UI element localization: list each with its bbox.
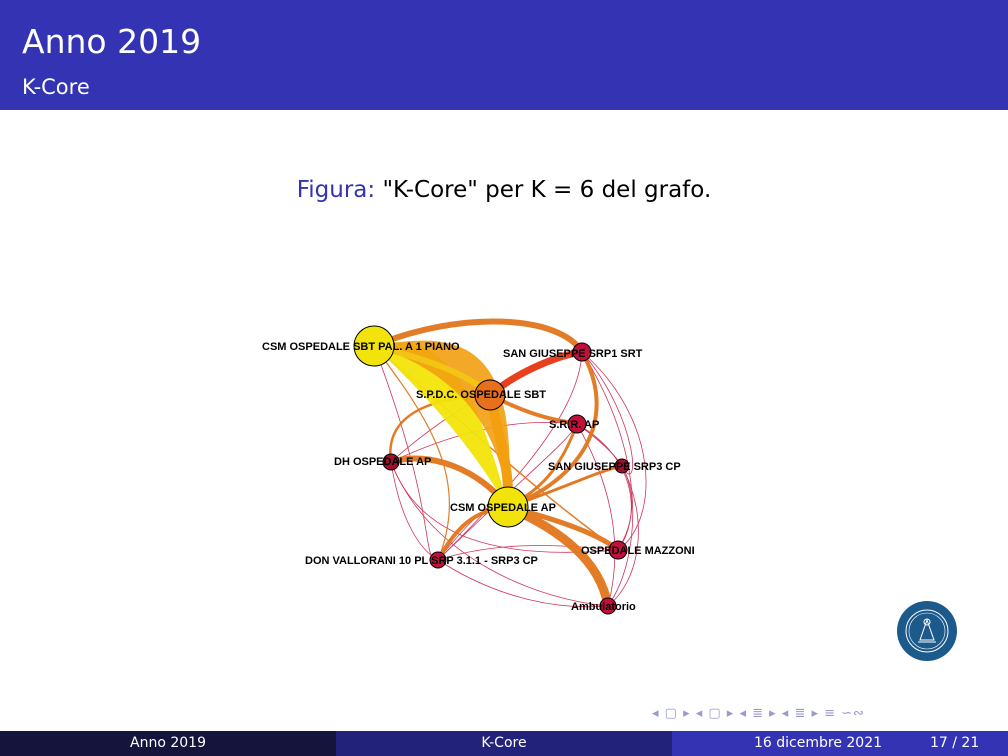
node-label-srr: S.R.R. AP: [549, 419, 599, 431]
node-label-spdc: S.P.D.C. OSPEDALE SBT: [416, 389, 546, 401]
node-label-dh: DH OSPEDALE AP: [334, 456, 431, 468]
node-srr: [567, 414, 587, 434]
footer-date: 16 dicembre 2021: [754, 735, 883, 751]
graph-labels: CSM OSPEDALE SBT PAL. A 1 PIANO SAN GIUS…: [262, 341, 695, 613]
slide-footer: Anno 2019 K-Core 16 dicembre 2021 17 / 2…: [0, 731, 1008, 756]
beamer-navigation[interactable]: ◂ ▢ ▸ ◂ ▢ ▸ ◂ ≣ ▸ ◂ ≣ ▸ ≡ ∽∾: [652, 706, 865, 721]
node-label-san-giuseppe-srp3: SAN GIUSEPPE SRP3 CP: [548, 461, 681, 473]
footer-section-title: Anno 2019: [0, 731, 336, 756]
slide-header: Anno 2019 K-Core: [0, 0, 1008, 110]
node-label-ambulatorio: Ambulatorio: [571, 601, 636, 613]
node-ambulatorio: [599, 597, 617, 615]
university-seal-logo: [897, 601, 957, 661]
node-label-don-vallorani: DON VALLORANI 10 PL SRP 3.1.1 - SRP3 CP: [305, 555, 538, 567]
figure-caption: Figura: "K-Core" per K = 6 del grafo.: [0, 174, 1008, 206]
node-san-giuseppe-srp1: [572, 342, 592, 362]
figure-caption-label: Figura:: [296, 177, 376, 203]
node-don-vallorani: [429, 551, 447, 569]
node-label-csm-ap: CSM OSPEDALE AP: [450, 502, 556, 514]
node-spdc: [474, 379, 506, 411]
figure-caption-text: "K-Core" per K = 6 del grafo.: [382, 177, 712, 203]
node-csm-ap: [487, 486, 529, 528]
node-dh: [382, 453, 400, 471]
node-label-san-giuseppe-srp1: SAN GIUSEPPE SRP1 SRT: [503, 348, 643, 360]
slide-title: Anno 2019: [22, 22, 202, 61]
node-csm-sbt: [353, 325, 395, 367]
slide-subtitle: K-Core: [22, 75, 90, 99]
footer-info: 16 dicembre 2021 17 / 21: [672, 731, 1008, 756]
graph-nodes: [353, 325, 630, 615]
node-label-mazzoni: OSPEDALE MAZZONI: [581, 545, 695, 557]
footer-subsection-title: K-Core: [336, 731, 672, 756]
node-label-csm-sbt: CSM OSPEDALE SBT PAL. A 1 PIANO: [262, 341, 460, 353]
node-mazzoni: [608, 540, 628, 560]
node-san-giuseppe-srp3: [614, 458, 630, 474]
footer-page-number: 17 / 21: [930, 735, 980, 751]
